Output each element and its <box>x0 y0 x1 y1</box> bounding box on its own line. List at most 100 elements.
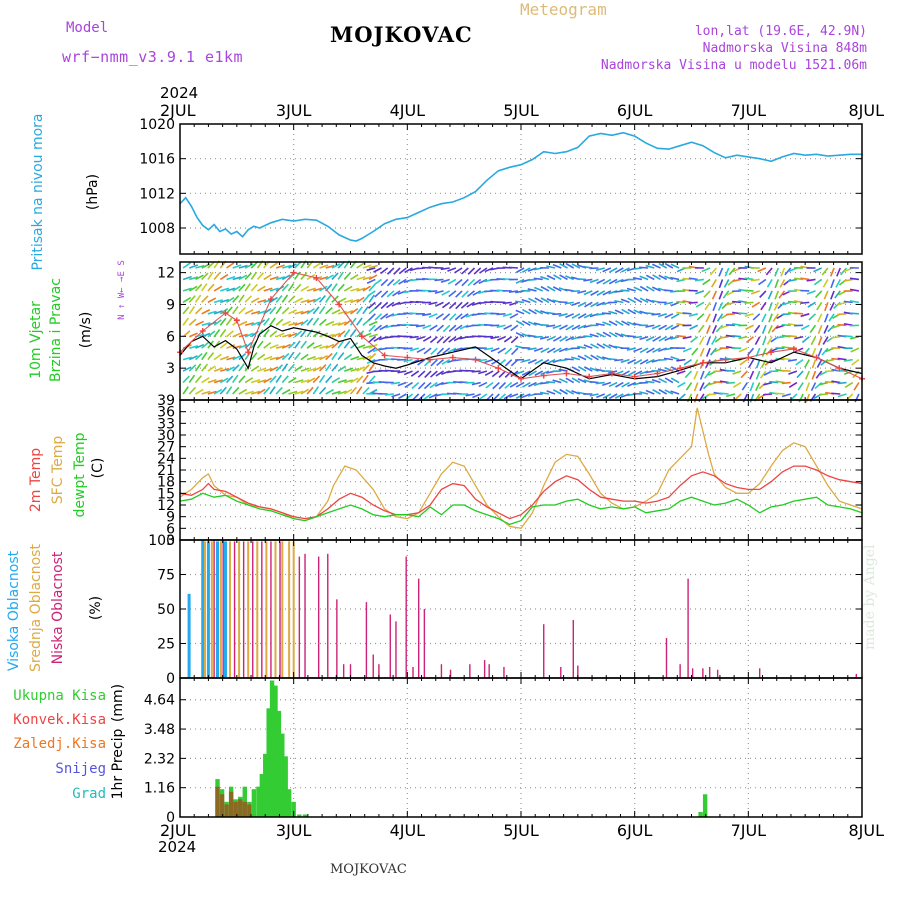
wind-barb <box>294 379 304 384</box>
wind-barb <box>697 324 705 333</box>
wind-barb <box>627 358 637 365</box>
wind-barb <box>584 301 593 308</box>
wind-barb <box>670 276 680 281</box>
wind-barb <box>602 321 612 327</box>
wind-barb <box>748 359 755 368</box>
wind-barb <box>738 312 748 315</box>
wind-barb <box>417 358 426 366</box>
wind-barb <box>773 302 780 311</box>
wind-barb <box>577 301 587 308</box>
wind-barb <box>188 374 196 384</box>
wind-barb <box>226 287 236 292</box>
wind-barb <box>423 381 432 390</box>
wind-barb <box>800 301 810 305</box>
wind-barb <box>405 393 414 401</box>
wind-barb <box>503 336 513 343</box>
cloud-low-axis-label: Niska Oblacnost <box>50 551 66 664</box>
wind-barb <box>614 393 624 399</box>
y-tick-label: 3.48 <box>144 722 175 738</box>
wind-barb <box>546 285 556 292</box>
wind-barb <box>238 306 246 315</box>
wind-barb <box>688 313 698 317</box>
wind-barb <box>498 381 507 390</box>
x-day-label: 8JUL <box>848 821 884 840</box>
wind-barb <box>232 306 239 315</box>
wind-barb <box>312 306 320 315</box>
sfc-temp-line <box>179 407 863 530</box>
cloud-bar <box>349 664 352 678</box>
wind-barb <box>658 274 668 281</box>
wind-barb <box>658 324 668 331</box>
wind-barb <box>325 375 333 384</box>
wind-barb <box>306 342 315 349</box>
wind-barb <box>386 267 395 275</box>
wind-barb <box>275 318 284 326</box>
wind-barb <box>442 336 451 344</box>
wind-barb <box>453 336 463 342</box>
cloud-high-axis-label: Visoka Oblacnost <box>6 550 22 671</box>
y-tick-label: 30 <box>157 428 175 444</box>
wind-barb <box>263 377 272 384</box>
wind-barb <box>589 367 599 372</box>
y-tick-label: 24 <box>157 451 175 467</box>
wind-barb <box>312 386 320 395</box>
wind-barb <box>822 279 829 288</box>
wind-barb <box>306 377 316 384</box>
wind-barb <box>337 390 347 395</box>
wind-barb <box>312 366 322 372</box>
wind-barb <box>699 382 705 392</box>
wind-barb <box>771 324 779 333</box>
wind-barb <box>403 370 413 376</box>
wind-barb <box>454 267 463 274</box>
wind-barb <box>201 272 209 281</box>
wind-barb <box>706 324 711 334</box>
wind-barb <box>213 272 221 280</box>
wind-barb <box>275 276 285 281</box>
wind-barb <box>670 335 680 340</box>
wind-barb <box>779 279 786 288</box>
cloud-bar <box>187 593 191 678</box>
wind-barb <box>565 262 575 269</box>
wind-barb <box>503 393 513 400</box>
wind-barb <box>497 347 506 354</box>
wind-barb <box>232 332 242 338</box>
wind-barb <box>817 347 823 357</box>
wind-barb <box>269 330 278 338</box>
wind-barb <box>621 267 630 273</box>
cloud-bar <box>229 541 232 678</box>
wind-barb <box>762 336 767 346</box>
model-altitude-text: Nadmorska Visina u modelu 1521.06m <box>600 58 867 73</box>
wind-barb <box>250 297 260 304</box>
wind-barb <box>368 294 375 303</box>
wind-barb <box>225 375 234 384</box>
wind-barb <box>601 312 611 315</box>
wind-barb <box>319 345 329 349</box>
wind-barb <box>281 375 289 384</box>
wind-barb <box>397 370 407 374</box>
wind-barb <box>225 330 234 338</box>
wind-barb <box>658 388 668 395</box>
wind-barb <box>312 317 320 326</box>
wind-barb <box>287 295 296 303</box>
wind-barb <box>522 381 531 388</box>
wind-barb <box>232 386 240 395</box>
wind-barb <box>510 347 519 356</box>
wind-barb <box>213 388 223 395</box>
wind-barb <box>663 357 674 361</box>
x-day-label: 2JUL <box>160 101 196 120</box>
wind-barb <box>195 320 204 326</box>
wind-barb <box>726 393 736 398</box>
wind-barb <box>718 279 724 289</box>
wind-barb <box>633 358 643 365</box>
year-bottom: 2024 <box>158 838 197 856</box>
wind-barb <box>652 388 661 395</box>
wind-barb <box>356 306 363 315</box>
y-tick-label: 15 <box>157 486 175 502</box>
wind-barb <box>509 313 519 319</box>
wind-barb <box>571 389 581 395</box>
wind-barb <box>658 336 668 342</box>
wind-barb <box>416 347 426 354</box>
wind-barb <box>676 370 686 375</box>
wind-barb <box>621 308 630 315</box>
wind-barb <box>219 308 229 315</box>
